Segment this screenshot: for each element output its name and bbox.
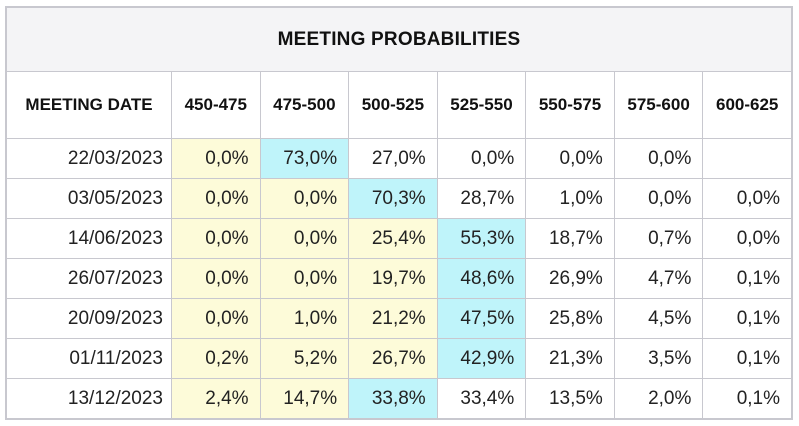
probability-cell: 0,0% — [259, 178, 350, 219]
meeting-date-cell: 13/12/2023 — [6, 378, 172, 419]
probability-cell: 14,7% — [259, 378, 350, 419]
probability-cell: 42,9% — [436, 338, 527, 379]
probability-cell: 13,5% — [525, 378, 615, 419]
meeting-date-cell: 26/07/2023 — [6, 258, 172, 299]
probability-cell: 1,0% — [525, 178, 615, 219]
probability-cell: 25,8% — [525, 298, 615, 339]
header-row: MEETING DATE 450-475 475-500 500-525 525-550… — [6, 71, 792, 139]
table-row: 22/03/2023 0,0% 73,0% 27,0% 0,0% 0,0% 0,0% — [6, 138, 792, 179]
probability-cell: 0,0% — [171, 258, 261, 299]
probability-cell: 28,7% — [436, 178, 527, 219]
column-header-575-600: 575-600 — [613, 71, 704, 139]
probability-cell: 0,0% — [525, 138, 615, 179]
probability-cell: 47,5% — [436, 298, 527, 339]
table-row: 01/11/2023 0,2% 5,2% 26,7% 42,9% 21,3% 3,5% 0,1… — [6, 338, 792, 379]
probability-cell: 55,3% — [436, 218, 527, 259]
probability-cell: 18,7% — [525, 218, 615, 259]
probability-cell: 26,7% — [348, 338, 438, 379]
probability-cell: 0,0% — [436, 138, 527, 179]
meeting-date-cell: 03/05/2023 — [6, 178, 172, 219]
probability-cell: 0,0% — [259, 218, 350, 259]
probability-cell: 0,7% — [613, 218, 704, 259]
table-row: 14/06/2023 0,0% 0,0% 25,4% 55,3% 18,7% 0,7% 0,0… — [6, 218, 792, 259]
probability-cell: 0,0% — [171, 178, 261, 219]
probability-cell — [702, 138, 792, 179]
probability-cell: 48,6% — [436, 258, 527, 299]
probability-cell: 73,0% — [259, 138, 350, 179]
probability-cell: 0,0% — [613, 138, 704, 179]
probability-cell: 25,4% — [348, 218, 438, 259]
probability-cell: 33,8% — [348, 378, 438, 419]
meeting-date-cell: 20/09/2023 — [6, 298, 172, 339]
probability-cell: 2,0% — [613, 378, 704, 419]
probability-cell: 21,2% — [348, 298, 438, 339]
table-row: 03/05/2023 0,0% 0,0% 70,3% 28,7% 1,0% 0,0% 0,0% — [6, 178, 792, 219]
probability-cell: 0,0% — [171, 218, 261, 259]
probability-cell: 0,0% — [702, 178, 792, 219]
probability-cell: 21,3% — [525, 338, 615, 379]
column-header-450-475: 450-475 — [171, 71, 261, 139]
probability-cell: 0,1% — [702, 298, 792, 339]
probability-cell: 0,1% — [702, 258, 792, 299]
probability-cell: 0,0% — [259, 258, 350, 299]
probability-cell: 0,1% — [702, 378, 792, 419]
column-header-meeting-date: MEETING DATE — [6, 71, 172, 139]
probability-cell: 70,3% — [348, 178, 438, 219]
column-header-500-525: 500-525 — [348, 71, 438, 139]
probability-cell: 0,0% — [171, 138, 261, 179]
meeting-date-cell: 22/03/2023 — [6, 138, 172, 179]
column-header-550-575: 550-575 — [525, 71, 615, 139]
probability-cell: 1,0% — [259, 298, 350, 339]
probability-cell: 2,4% — [171, 378, 261, 419]
probabilities-table-container: MEETING PROBABILITIES MEETING DATE 450-47… — [5, 6, 793, 420]
probability-cell: 4,7% — [613, 258, 704, 299]
probability-cell: 27,0% — [348, 138, 438, 179]
probability-cell: 5,2% — [259, 338, 350, 379]
probability-cell: 33,4% — [436, 378, 527, 419]
table-body: 22/03/2023 0,0% 73,0% 27,0% 0,0% 0,0% 0,0% 03/0… — [6, 138, 792, 419]
probability-cell: 0,1% — [702, 338, 792, 379]
meeting-probabilities-table: MEETING PROBABILITIES MEETING DATE 450-47… — [6, 7, 792, 419]
probability-cell: 0,0% — [702, 218, 792, 259]
probability-cell: 4,5% — [613, 298, 704, 339]
probability-cell: 0,2% — [171, 338, 261, 379]
meeting-date-cell: 14/06/2023 — [6, 218, 172, 259]
column-header-600-625: 600-625 — [702, 71, 792, 139]
probability-cell: 0,0% — [171, 298, 261, 339]
probability-cell: 3,5% — [613, 338, 704, 379]
column-header-525-550: 525-550 — [436, 71, 527, 139]
probability-cell: 0,0% — [613, 178, 704, 219]
probability-cell: 19,7% — [348, 258, 438, 299]
title-row: MEETING PROBABILITIES — [6, 7, 792, 72]
table-title: MEETING PROBABILITIES — [6, 7, 792, 72]
meeting-date-cell: 01/11/2023 — [6, 338, 172, 379]
table-row: 20/09/2023 0,0% 1,0% 21,2% 47,5% 25,8% 4,5% 0,1… — [6, 298, 792, 339]
table-row: 26/07/2023 0,0% 0,0% 19,7% 48,6% 26,9% 4,7% 0,1… — [6, 258, 792, 299]
column-header-475-500: 475-500 — [259, 71, 350, 139]
probability-cell: 26,9% — [525, 258, 615, 299]
table-row: 13/12/2023 2,4% 14,7% 33,8% 33,4% 13,5% 2,0% 0,… — [6, 378, 792, 419]
